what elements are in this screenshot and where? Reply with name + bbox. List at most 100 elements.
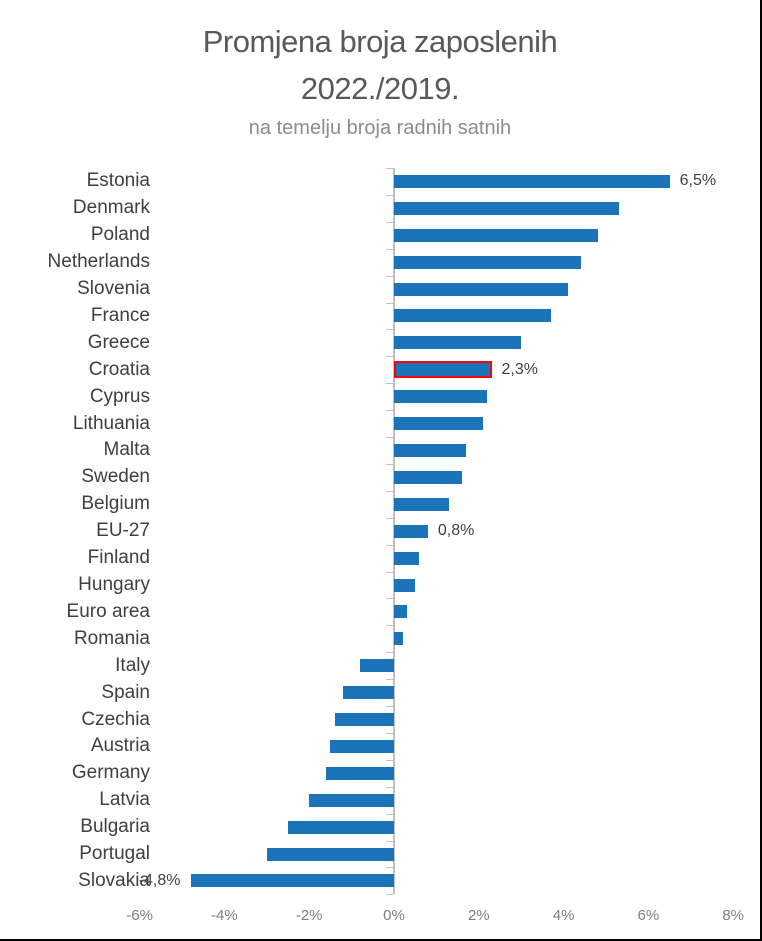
category-label: Finland [87, 547, 150, 568]
bar-france [394, 309, 551, 323]
value-label-slovakia: -4,8% [138, 871, 181, 889]
category-tick [386, 383, 393, 385]
category-label: Italy [115, 654, 150, 676]
category-label: Hungary [78, 574, 150, 595]
bar-slovenia [394, 282, 568, 296]
category-label: Bulgaria [80, 816, 150, 837]
category-label: Netherlands [47, 251, 150, 273]
bar-bulgaria [288, 820, 394, 834]
category-tick [386, 813, 393, 815]
category-label: Belgium [81, 493, 150, 515]
x-axis-label: 4% [552, 907, 575, 925]
x-axis-label: 8% [722, 907, 745, 925]
value-label-estonia: 6,5% [679, 172, 717, 190]
category-tick [386, 732, 393, 734]
bar-spain [343, 686, 394, 699]
bar-denmark [394, 201, 619, 215]
category-tick [386, 168, 393, 169]
bar-greece [394, 336, 522, 350]
chart-title-line1: Promjena broja zaposlenih [202, 24, 558, 59]
x-axis-label: -6% [126, 907, 153, 925]
category-label: Spain [101, 681, 150, 703]
category-label: France [90, 304, 150, 326]
category-tick [386, 302, 393, 304]
category-label: Malta [103, 439, 150, 461]
bar-slovakia [190, 874, 394, 888]
category-tick [386, 490, 393, 492]
category-tick [386, 840, 393, 842]
value-label-croatia: 2,3% [501, 360, 538, 378]
category-label: Romania [73, 627, 150, 649]
bar-portugal [266, 847, 394, 861]
bar-eu-27 [394, 524, 428, 538]
category-label: EU-27 [96, 520, 150, 542]
category-tick [386, 544, 393, 546]
x-axis-label: 0% [383, 907, 405, 925]
category-tick [386, 598, 393, 600]
category-label: Euro area [66, 600, 150, 622]
bar-romania [394, 632, 403, 646]
category-label: Slovakia [78, 869, 150, 891]
category-tick [386, 894, 393, 896]
category-tick [386, 706, 393, 707]
category-label: Latvia [99, 789, 150, 811]
category-label: Greece [87, 331, 150, 353]
category-label: Denmark [72, 197, 150, 219]
category-tick [386, 571, 393, 573]
x-axis-label: 6% [637, 907, 660, 925]
x-axis-label: 2% [467, 907, 490, 925]
category-tick [386, 652, 393, 654]
category-tick [386, 356, 393, 358]
category-tick [386, 759, 393, 761]
bar-finland [394, 551, 420, 565]
chart-title-line2: 2022./2019. [300, 71, 460, 106]
category-tick [386, 329, 393, 331]
category-label: Croatia [88, 358, 150, 380]
category-label: Germany [71, 762, 150, 784]
category-tick [386, 248, 393, 250]
x-axis-label: -2% [295, 907, 323, 925]
y-axis-line [393, 168, 395, 895]
bar-lithuania [394, 417, 483, 431]
category-tick [386, 867, 393, 869]
category-tick [386, 275, 393, 277]
bar-belgium [394, 497, 450, 511]
category-label: Portugal [79, 843, 150, 864]
category-tick [386, 410, 393, 412]
bar-malta [394, 443, 467, 457]
bar-estonia [394, 174, 670, 188]
category-tick [386, 437, 393, 438]
category-tick [386, 194, 393, 196]
bar-croatia [394, 361, 492, 379]
bar-germany [326, 766, 394, 780]
category-tick [386, 625, 393, 627]
category-tick [386, 679, 393, 681]
bar-latvia [309, 793, 394, 807]
bar-netherlands [394, 255, 581, 269]
bar-italy [360, 659, 394, 673]
category-tick [386, 221, 393, 223]
category-label: Cyprus [89, 385, 150, 407]
bar-euro-area [394, 605, 407, 619]
x-axis-label: -4% [211, 907, 238, 925]
category-tick [386, 517, 393, 519]
bar-hungary [394, 578, 416, 592]
category-label: Estonia [86, 170, 150, 192]
chart-header: Promjena broja zaposlenih 2022./2019. na… [0, 18, 760, 142]
category-label: Czechia [81, 708, 150, 730]
category-label: Poland [90, 224, 150, 246]
category-tick [386, 463, 393, 465]
value-label-eu-27: 0,8% [437, 522, 475, 540]
bar-poland [394, 228, 598, 242]
category-label: Austria [90, 735, 150, 757]
category-label: Lithuania [72, 412, 150, 434]
category-label: Sweden [81, 466, 150, 488]
bar-czechia [334, 713, 394, 726]
chart-subtitle: na temelju broja radnih satnih [248, 117, 512, 139]
category-tick [386, 786, 393, 788]
bar-sweden [394, 470, 462, 484]
bar-cyprus [394, 390, 488, 404]
category-label: Slovenia [77, 278, 150, 300]
bar-austria [330, 739, 394, 753]
